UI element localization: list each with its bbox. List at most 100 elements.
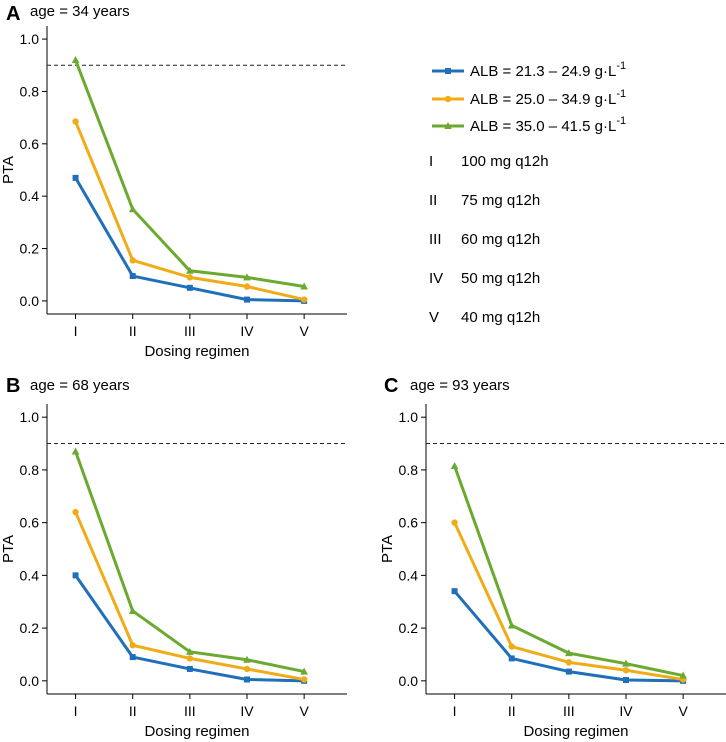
data-point-triangle-marker — [300, 667, 308, 675]
data-point-square-marker — [72, 572, 79, 579]
legend-label-superscript: -1 — [616, 88, 626, 100]
data-point-triangle-marker — [71, 56, 80, 64]
data-point-square-marker — [129, 273, 136, 280]
legend-label: ALB = 25.0 – 34.9 g·L-1 — [470, 88, 626, 108]
data-point-square-marker — [186, 284, 193, 291]
y-tick-label: 0.0 — [399, 673, 419, 689]
y-tick-label: 1.0 — [399, 409, 419, 425]
x-tick-label: IV — [240, 703, 254, 719]
data-point-triangle-marker — [186, 647, 194, 655]
x-tick-label: I — [74, 323, 78, 339]
x-tick-label: V — [299, 323, 309, 339]
regimen-label: 40 mg q12h — [461, 309, 540, 326]
series-3 — [71, 447, 308, 675]
data-point-circle-marker — [129, 642, 136, 649]
legend-item: ALB = 25.0 – 34.9 g·L-1 — [432, 88, 626, 108]
data-point-circle-marker — [243, 283, 251, 290]
regimen-label: 50 mg q12h — [461, 270, 540, 287]
x-tick-label: III — [184, 703, 196, 719]
series-3 — [450, 461, 687, 679]
data-point-circle-marker — [300, 676, 308, 683]
regimen-label: 75 mg q12h — [461, 192, 540, 209]
x-tick-label: III — [563, 703, 575, 719]
legend-square-marker — [445, 68, 451, 74]
regimen-code: V — [429, 309, 439, 326]
regimen-item: V 40 mg q12h — [429, 309, 540, 326]
legend-label-text: ALB = 25.0 – 34.9 g·L — [470, 91, 616, 108]
data-point-circle-marker — [508, 643, 515, 650]
regimen-label: 60 mg q12h — [461, 231, 540, 248]
data-point-triangle-marker — [679, 671, 687, 679]
y-tick-label: 1.0 — [20, 409, 40, 425]
regimen-code: II — [429, 192, 437, 209]
regimen-code: III — [429, 231, 442, 248]
y-tick-label: 0.4 — [20, 188, 40, 204]
x-tick-label: IV — [619, 703, 633, 719]
x-tick-label: I — [74, 703, 78, 719]
legend-circle-marker — [444, 95, 452, 103]
data-point-triangle-marker — [186, 266, 194, 274]
y-axis-title: PTA — [0, 156, 17, 184]
data-point-square-marker — [244, 676, 250, 683]
data-point-circle-marker — [129, 257, 136, 264]
x-tick-label: II — [129, 323, 137, 339]
y-tick-label: 1.0 — [20, 31, 40, 47]
series-1 — [72, 174, 308, 304]
x-tick-label: II — [129, 703, 137, 719]
regimen-item: IV 50 mg q12h — [429, 270, 540, 287]
y-axis-title: PTA — [0, 535, 17, 563]
legend-label-superscript: -1 — [616, 115, 626, 127]
y-tick-label: 0.0 — [20, 293, 40, 309]
series-line — [74, 450, 305, 674]
data-point-triangle-marker — [243, 655, 251, 663]
regimen-item: I 100 mg q12h — [429, 153, 549, 170]
x-tick-label: IV — [240, 323, 254, 339]
data-point-square-marker — [623, 677, 629, 684]
x-tick-label: V — [678, 703, 688, 719]
data-point-square-marker — [508, 655, 515, 662]
legend-item: ALB = 21.3 – 24.9 g·L-1 — [432, 60, 626, 80]
data-point-circle-marker — [72, 118, 79, 125]
data-point-circle-marker — [72, 508, 79, 516]
legend-triangle-marker — [444, 122, 452, 129]
x-tick-label: V — [299, 703, 309, 719]
y-tick-label: 0.6 — [20, 515, 40, 531]
series-2 — [451, 519, 687, 683]
series-line — [74, 59, 305, 288]
data-point-circle-marker — [622, 667, 630, 674]
data-point-square-marker — [565, 668, 572, 675]
panel-subtitle: age = 34 years — [30, 3, 130, 20]
legend-label-text: ALB = 21.3 – 24.9 g·L — [470, 63, 616, 80]
data-point-square-marker — [186, 665, 193, 672]
x-axis-title: Dosing regimen — [523, 723, 628, 740]
y-tick-label: 0.2 — [20, 241, 40, 257]
legend-item: ALB = 35.0 – 41.5 g·L-1 — [432, 115, 626, 135]
series-line — [453, 465, 684, 678]
data-point-circle-marker — [186, 655, 194, 662]
regimen-code: I — [429, 153, 433, 170]
data-point-triangle-marker — [450, 461, 459, 469]
legend-label-text: ALB = 35.0 – 41.5 g·L — [470, 118, 616, 135]
y-tick-label: 0.0 — [20, 673, 40, 689]
panel-subtitle: age = 93 years — [410, 377, 510, 394]
regimen-label: 100 mg q12h — [461, 153, 549, 170]
y-tick-label: 0.8 — [20, 83, 40, 99]
series-2 — [72, 508, 308, 683]
y-tick-label: 0.8 — [20, 462, 40, 478]
data-point-square-marker — [451, 588, 458, 595]
panel-subtitle: age = 68 years — [30, 377, 130, 394]
y-tick-label: 0.2 — [20, 620, 40, 636]
data-point-square-marker — [72, 174, 79, 181]
data-point-square-marker — [244, 296, 250, 303]
x-tick-label: II — [508, 703, 516, 719]
panel-letter: B — [6, 375, 20, 397]
data-point-circle-marker — [186, 274, 194, 281]
data-point-circle-marker — [243, 665, 251, 673]
data-point-triangle-marker — [71, 447, 80, 455]
y-axis-title: PTA — [379, 535, 396, 563]
